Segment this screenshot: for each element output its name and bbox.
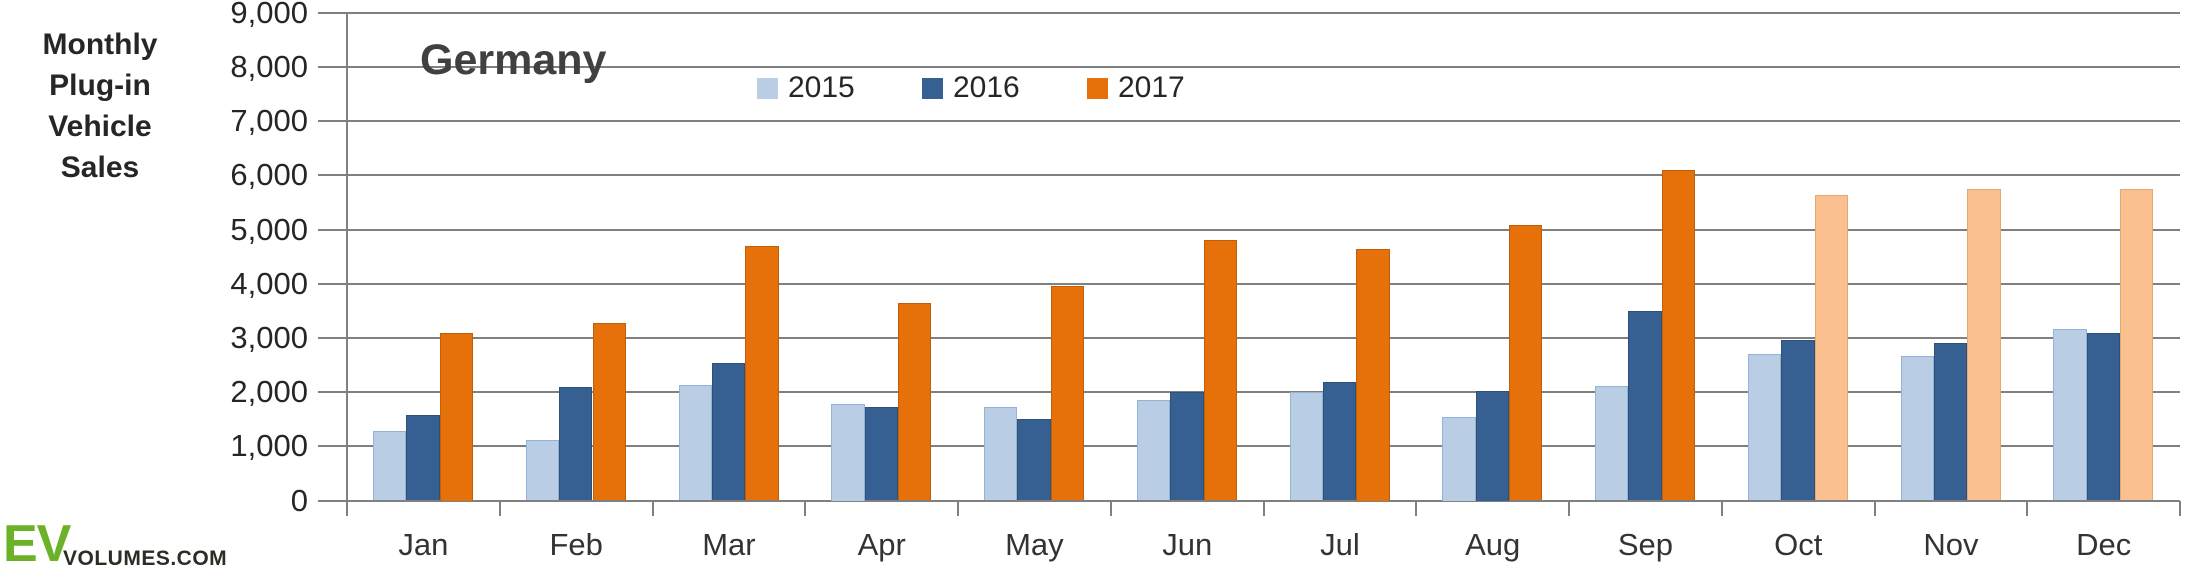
y-axis-label-0: 0 — [290, 482, 308, 518]
bar-2015-aug — [1442, 417, 1476, 501]
logo-suffix-text: VOLUMES.COM — [63, 547, 228, 570]
y-axis-line — [346, 12, 348, 516]
bar-2016-feb — [559, 387, 593, 501]
x-axis-label-jul: Jul — [1320, 527, 1360, 562]
x-axis-tick — [651, 500, 654, 516]
gridline-9000 — [318, 11, 2180, 14]
bar-2016-dec — [2086, 333, 2121, 501]
x-axis-tick — [1873, 500, 1876, 516]
gridline-0 — [318, 499, 2180, 502]
bar-2017-mar — [745, 245, 779, 501]
gridline-1000 — [318, 445, 2180, 448]
x-axis-label-jun: Jun — [1162, 527, 1213, 562]
bar-2017-jul — [1356, 248, 1390, 501]
legend-label-2017: 2017 — [1118, 71, 1185, 104]
y-axis-label-8000: 8,000 — [230, 49, 308, 84]
x-axis-tick — [346, 500, 348, 516]
bar-2015-jul — [1289, 391, 1323, 501]
bar-2016-jan — [406, 415, 440, 501]
y-axis-label-4000: 4,000 — [230, 265, 308, 301]
legend-swatch-2017 — [1087, 78, 1108, 99]
gridline-5000 — [318, 228, 2180, 231]
bar-2015-apr — [831, 404, 865, 501]
bar-2015-mar — [678, 385, 712, 501]
x-axis-tick — [957, 500, 959, 516]
bar-2017-oct — [1814, 195, 1848, 501]
bar-2017-may — [1050, 285, 1085, 501]
bar-2016-sep — [1628, 311, 1662, 501]
legend-label-2015: 2015 — [788, 71, 855, 104]
bar-2016-nov — [1933, 342, 1968, 501]
bar-2016-apr — [864, 406, 898, 501]
bar-2016-mar — [711, 363, 746, 501]
y-axis-label-2000: 2,000 — [230, 374, 308, 410]
x-axis-label-aug: Aug — [1465, 527, 1521, 562]
bar-2017-sep — [1661, 169, 1696, 501]
x-axis-tick — [498, 500, 501, 516]
x-axis-label-oct: Oct — [1774, 527, 1823, 562]
x-axis-tick — [1415, 500, 1418, 516]
legend-label-2016: 2016 — [953, 71, 1020, 104]
gridline-8000 — [318, 66, 2180, 68]
bar-2017-apr — [898, 303, 932, 501]
bar-2017-jan — [439, 332, 474, 501]
bar-2015-feb — [525, 440, 560, 501]
y-axis-label-3000: 3,000 — [230, 319, 308, 355]
x-axis-tick — [1262, 500, 1265, 516]
bar-2015-jan — [373, 431, 407, 501]
legend-item-2015: 2015 — [757, 72, 887, 104]
gridline-3000 — [318, 336, 2180, 339]
y-axis-title: Monthly Plug-in Vehicle Sales — [42, 28, 158, 184]
bar-2015-nov — [1900, 356, 1934, 501]
bar-2016-aug — [1475, 390, 1510, 501]
chart-title: Germany — [420, 36, 607, 84]
y-axis-label-9000: 9,000 — [230, 0, 308, 30]
x-axis-tick — [2179, 500, 2181, 516]
x-axis-label-apr: Apr — [857, 527, 906, 562]
legend-swatch-2015 — [757, 78, 778, 99]
gridline-7000 — [318, 120, 2180, 123]
y-axis-label-5000: 5,000 — [230, 211, 308, 247]
bar-2016-oct — [1781, 340, 1815, 501]
bar-2016-may — [1017, 419, 1051, 501]
bar-2016-jul — [1322, 382, 1357, 501]
bar-2015-jun — [1136, 399, 1171, 501]
x-axis-tick — [1109, 500, 1112, 516]
x-axis-tick — [2026, 500, 2029, 516]
x-axis-label-dec: Dec — [2076, 527, 2132, 562]
x-axis-label-feb: Feb — [549, 527, 603, 562]
x-axis-tick — [1720, 500, 1723, 516]
gridline-4000 — [318, 282, 2180, 285]
bar-2017-feb — [592, 323, 626, 501]
logo-ev-text: EV — [3, 515, 71, 572]
x-axis-tick — [804, 500, 807, 516]
bar-2015-sep — [1595, 385, 1629, 501]
x-axis-label-nov: Nov — [1923, 527, 1979, 562]
bar-2015-dec — [2053, 328, 2087, 501]
y-axis-label-1000: 1,000 — [230, 428, 308, 464]
bar-2015-oct — [1747, 353, 1782, 501]
x-axis-tick — [1568, 500, 1570, 516]
legend-item-2017: 2017 — [1087, 72, 1217, 104]
gridline-2000 — [318, 391, 2180, 394]
y-axis-label-6000: 6,000 — [230, 157, 308, 193]
legend-swatch-2016 — [922, 78, 943, 99]
gridline-6000 — [318, 174, 2180, 177]
bar-2015-may — [984, 407, 1018, 501]
y-axis-label-7000: 7,000 — [230, 103, 308, 139]
bar-2017-dec — [2120, 188, 2154, 501]
x-axis-label-may: May — [1005, 527, 1064, 562]
bar-2017-aug — [1509, 225, 1543, 501]
bar-2017-nov — [1967, 188, 2001, 501]
bar-2016-jun — [1170, 392, 1204, 501]
x-axis-label-mar: Mar — [702, 527, 756, 562]
legend-item-2016: 2016 — [922, 72, 1052, 104]
bar-2017-jun — [1203, 240, 1237, 501]
x-axis-label-sep: Sep — [1617, 527, 1673, 562]
x-axis-label-jan: Jan — [398, 527, 449, 562]
